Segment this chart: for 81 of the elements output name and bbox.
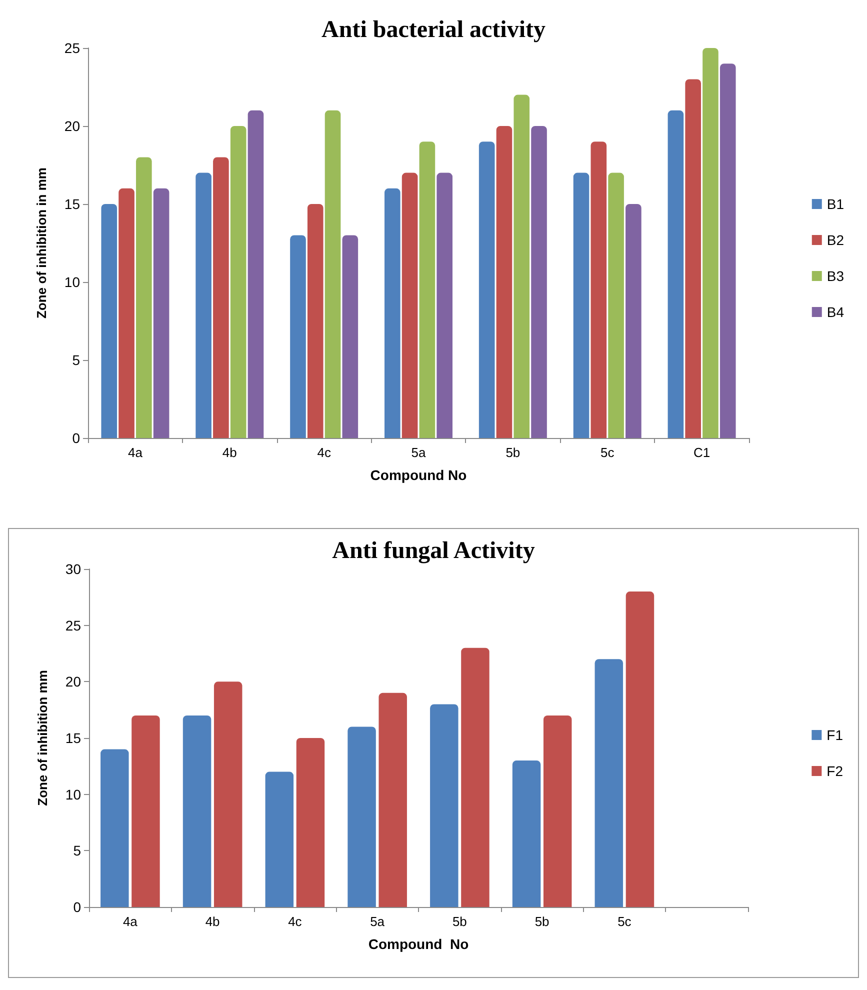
legend-label: B2 [826, 232, 844, 248]
bar [100, 749, 129, 907]
x-tick-label: 5b [506, 445, 520, 460]
bar [668, 110, 684, 438]
bar [720, 64, 736, 438]
y-tick-label: 5 [72, 352, 80, 368]
bar [196, 172, 212, 438]
bar [153, 188, 170, 438]
bar [402, 172, 418, 438]
bar [514, 94, 530, 438]
bar [430, 704, 458, 907]
bar [265, 772, 294, 907]
legend-label: F1 [826, 727, 844, 743]
x-tick-label: 5a [370, 914, 386, 929]
chart-title: Anti bacterial activity [322, 17, 546, 43]
bar [214, 682, 242, 907]
bar [594, 659, 624, 907]
bar [419, 142, 436, 438]
y-tick-label: 20 [64, 118, 80, 134]
x-tick-label: 4b [205, 914, 220, 929]
legend-label: F2 [826, 763, 844, 779]
x-tick-label: 5b [452, 914, 467, 929]
y-tick-label: 25 [64, 40, 80, 56]
x-tick-label: 4a [128, 445, 144, 460]
y-tick-label: 15 [65, 730, 82, 746]
y-tick-label: 10 [64, 274, 80, 290]
bar [348, 726, 376, 907]
bar [182, 715, 212, 907]
x-tick-label: 4b [222, 445, 237, 460]
y-tick-label: 20 [65, 674, 82, 690]
bar [626, 204, 642, 438]
legend-label: B3 [826, 268, 844, 284]
bar [626, 592, 654, 907]
bar [573, 172, 590, 438]
bar [324, 110, 341, 438]
bar [132, 715, 160, 907]
y-axis-title: Zone of inhibition mm [35, 670, 50, 806]
legend-label: B1 [826, 196, 844, 212]
bar [590, 142, 607, 438]
bar [531, 126, 547, 438]
y-tick-label: 0 [73, 899, 82, 915]
x-tick-label: 5c [618, 914, 632, 929]
legend-label: B4 [826, 304, 844, 320]
bar [118, 188, 134, 438]
bar [702, 48, 718, 438]
x-tick-label: C1 [693, 445, 710, 460]
bar [213, 157, 229, 438]
y-tick-label: 5 [73, 842, 82, 859]
bar [136, 157, 152, 438]
x-axis-title: Compound No [370, 467, 467, 483]
bar [685, 79, 701, 438]
bar [290, 235, 306, 438]
bar [436, 172, 452, 438]
x-tick-label: 4a [122, 914, 138, 929]
bar [608, 172, 624, 438]
bar [342, 235, 358, 438]
y-tick-label: 15 [64, 196, 80, 212]
bar [230, 126, 246, 438]
x-tick-label: 4c [288, 914, 302, 929]
bar [101, 204, 118, 438]
y-tick-label: 0 [72, 430, 80, 446]
y-tick-label: 30 [65, 561, 82, 577]
bar [543, 715, 572, 907]
y-axis-title: Zone of inhibition in mm [34, 168, 49, 318]
bar [478, 142, 495, 438]
x-tick-label: 5c [600, 445, 615, 460]
bar [496, 126, 512, 438]
bar [378, 692, 407, 907]
chart-title: Anti fungal Activity [332, 538, 535, 564]
x-tick-label: 5a [411, 445, 426, 460]
y-tick-label: 25 [65, 617, 82, 634]
bar [248, 110, 264, 438]
x-tick-label: 5b [534, 914, 550, 929]
x-tick-label: 4c [317, 445, 332, 460]
x-axis-title: Compound No [368, 936, 469, 952]
bar [384, 188, 400, 438]
bar [307, 204, 324, 438]
bar [461, 648, 490, 907]
bar [512, 760, 541, 907]
bar [296, 738, 325, 907]
y-tick-label: 10 [65, 786, 82, 802]
